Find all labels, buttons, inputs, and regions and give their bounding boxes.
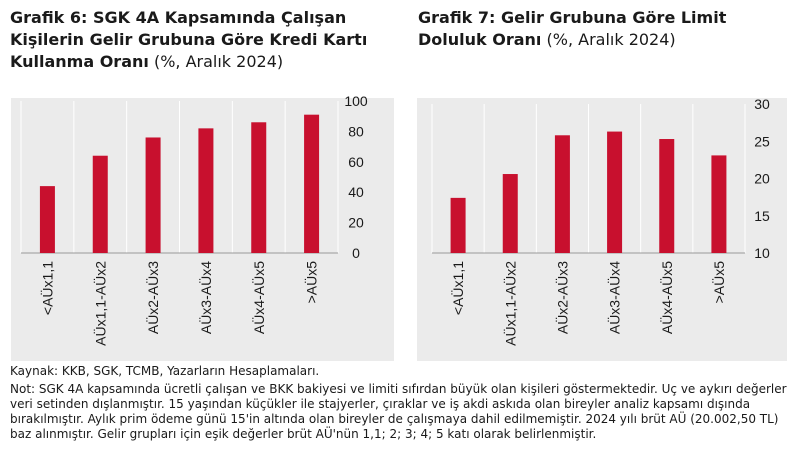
left-bar-1: [39, 186, 55, 253]
right-y-tick-label: 25: [754, 133, 770, 149]
chart-title-right-main: Grafik 7: Gelir Grubuna Göre Limit Dolul…: [418, 8, 727, 49]
left-bar-2: [92, 155, 108, 253]
chart-title-right-subtitle: (%, Aralık 2024): [546, 30, 676, 49]
chart-notes: Kaynak: KKB, SGK, TCMB, Yazarların Hesap…: [10, 364, 792, 445]
chart-title-right: Grafik 7: Gelir Grubuna Göre Limit Dolul…: [418, 7, 788, 51]
right-y-tick-label: 10: [754, 245, 770, 261]
right-x-tick-label: <AÜx1,1: [449, 261, 466, 315]
left-x-tick-label: AÜx3-AÜx4: [197, 261, 214, 334]
left-bar-5: [251, 122, 267, 253]
right-bar-3: [554, 135, 570, 253]
right-y-tick-label: 15: [754, 208, 770, 224]
source-note: Kaynak: KKB, SGK, TCMB, Yazarların Hesap…: [10, 364, 320, 378]
chart-title-left-main: Grafik 6: SGK 4A Kapsamında Çalışan Kişi…: [10, 8, 368, 71]
right-bar-6: [711, 155, 727, 253]
left-x-tick-label: AÜx4-AÜx5: [250, 261, 267, 334]
left-x-tick-label: AÜx2-AÜx3: [144, 261, 161, 334]
right-y-tick-label: 20: [754, 171, 770, 187]
left-bar-3: [145, 137, 161, 253]
left-y-tick-label: 20: [348, 215, 364, 231]
left-y-tick-label: 80: [348, 123, 364, 139]
right-bar-4: [607, 131, 623, 253]
right-x-tick-label: AÜx4-AÜx5: [658, 261, 675, 334]
chart-title-left: Grafik 6: SGK 4A Kapsamında Çalışan Kişi…: [10, 7, 390, 73]
right-y-tick-label: 30: [754, 96, 770, 112]
left-x-tick-label: >AÜx5: [303, 261, 320, 304]
right-bar-5: [659, 139, 675, 253]
left-y-tick-label: 100: [344, 93, 368, 109]
right-bar-2: [502, 174, 518, 253]
left-bar-6: [304, 114, 320, 254]
right-bar-1: [450, 197, 466, 253]
left-x-tick-label: <AÜx1,1: [38, 261, 55, 315]
left-y-tick-label: 60: [348, 154, 364, 170]
left-y-tick-label: 0: [352, 245, 360, 261]
right-x-tick-label: AÜx2-AÜx3: [553, 261, 570, 334]
left-y-tick-label: 40: [348, 184, 364, 200]
chart-title-left-subtitle: (%, Aralık 2024): [153, 52, 284, 71]
left-x-tick-label: AÜx1,1-AÜx2: [91, 261, 108, 346]
methodology-note: Not: SGK 4A kapsamında ücretli çalışan v…: [10, 382, 787, 441]
left-bar-4: [198, 128, 214, 253]
right-x-tick-label: AÜx3-AÜx4: [606, 261, 623, 334]
right-x-tick-label: >AÜx5: [710, 261, 727, 304]
right-x-tick-label: AÜx1,1-AÜx2: [501, 261, 518, 346]
